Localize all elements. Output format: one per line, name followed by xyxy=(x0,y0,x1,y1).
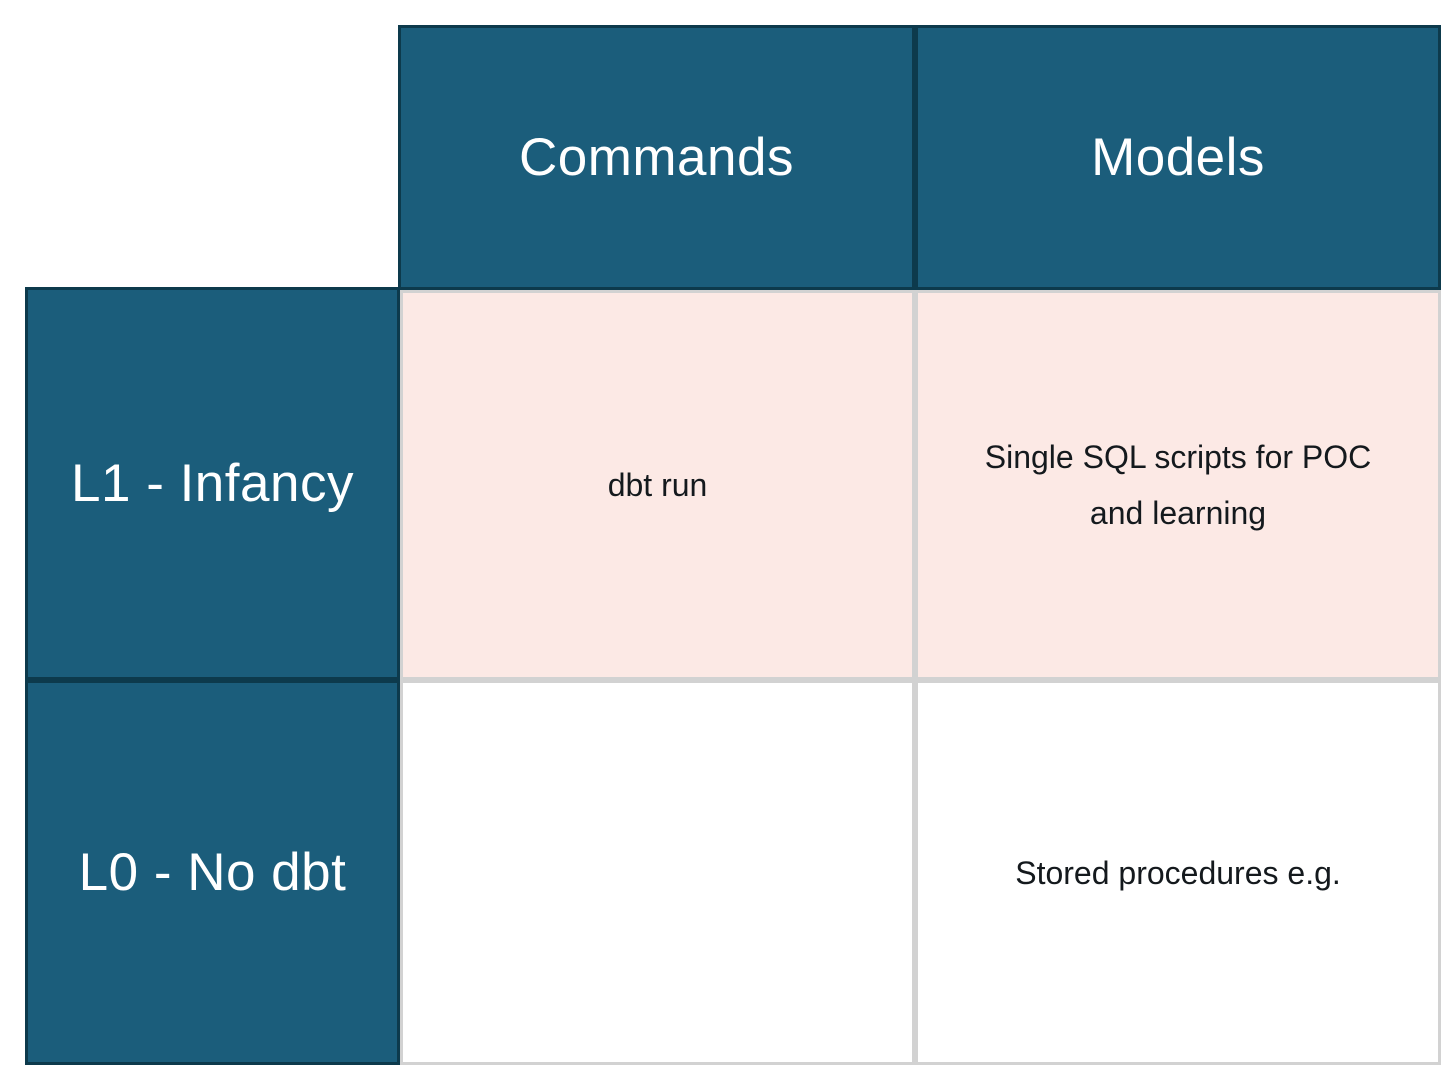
row-header-l0-no-dbt: L0 - No dbt xyxy=(25,680,400,1065)
cell-l0-models: Stored procedures e.g. xyxy=(915,680,1441,1065)
row-header-l1-infancy: L1 - Infancy xyxy=(25,287,400,680)
cell-l1-models: Single SQL scripts for POC and learning xyxy=(915,290,1441,680)
cell-l1-commands: dbt run xyxy=(400,290,915,680)
column-header-models: Models xyxy=(915,25,1441,290)
cell-l0-commands xyxy=(400,680,915,1065)
column-header-commands: Commands xyxy=(398,25,915,290)
